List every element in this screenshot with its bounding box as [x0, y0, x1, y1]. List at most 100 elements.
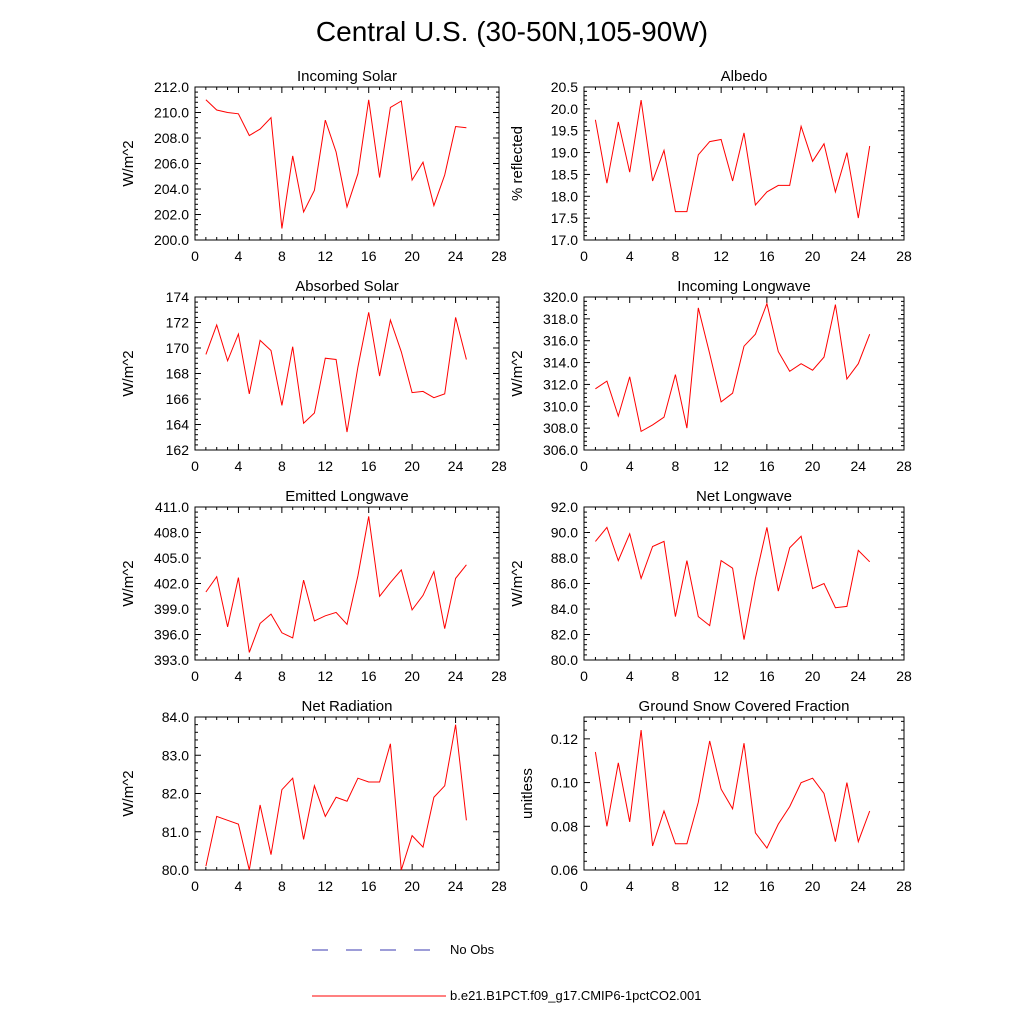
plot-frame: [583, 716, 905, 871]
x-tick-label: 28: [896, 248, 912, 264]
y-tick-label: 0.08: [551, 818, 578, 834]
series-line-incoming-solar: [205, 99, 467, 229]
y-tick-label: 308.0: [543, 420, 578, 436]
y-tick-label: 200.0: [154, 232, 189, 248]
y-axis-label: W/m^2: [120, 350, 137, 396]
series-line-net-longwave: [595, 526, 871, 640]
x-tick-label: 20: [805, 458, 821, 474]
series-line-emitted-longwave: [205, 516, 467, 653]
y-tick-label: 0.10: [551, 775, 578, 791]
panel-title: Net Longwave: [696, 488, 792, 505]
x-tick-label: 12: [317, 668, 333, 684]
panel-title: Net Radiation: [302, 698, 393, 715]
panel-net-longwave: Net Longwave 0 4 8 12 16 20 24 28 80.0 82.0 84.0 86.…: [509, 488, 912, 684]
panel-emitted-longwave: Emitted Longwave 0 4 8 12 16 20 24 28 393.0 396.0 3…: [120, 488, 507, 684]
y-axis-label: W/m^2: [509, 560, 526, 606]
x-tick-label: 4: [235, 458, 243, 474]
y-axis-label: W/m^2: [120, 560, 137, 606]
y-tick-label: 208.0: [154, 130, 189, 146]
x-tick-label: 12: [317, 878, 333, 894]
y-tick-label: 204.0: [154, 181, 189, 197]
panel-title: Ground Snow Covered Fraction: [639, 698, 850, 715]
x-tick-label: 0: [191, 458, 199, 474]
x-tick-label: 24: [448, 878, 464, 894]
x-tick-label: 8: [278, 878, 286, 894]
x-tick-label: 24: [850, 878, 866, 894]
x-tick-label: 28: [491, 248, 507, 264]
x-tick-label: 28: [491, 668, 507, 684]
y-tick-label: 84.0: [162, 709, 189, 725]
y-tick-label: 314.0: [543, 355, 578, 371]
series-line-ground-snow-covered-fraction: [594, 730, 871, 850]
y-tick-label: 18.5: [551, 166, 578, 182]
panel-title: Emitted Longwave: [285, 488, 408, 505]
x-tick-label: 8: [278, 248, 286, 264]
y-tick-label: 399.0: [154, 601, 189, 617]
x-tick-label: 8: [278, 458, 286, 474]
x-tick-label: 0: [191, 878, 199, 894]
series-line-absorbed-solar: [205, 312, 467, 433]
y-tick-label: 170: [166, 340, 190, 356]
x-tick-label: 12: [713, 248, 729, 264]
x-tick-label: 8: [672, 668, 680, 684]
y-tick-label: 168: [166, 366, 190, 382]
y-tick-label: 20.0: [551, 101, 578, 117]
x-tick-label: 16: [759, 878, 775, 894]
y-tick-label: 19.0: [551, 145, 578, 161]
y-tick-label: 396.0: [154, 627, 189, 643]
y-tick-label: 86.0: [551, 576, 578, 592]
x-tick-label: 28: [491, 878, 507, 894]
plot-frame: [583, 296, 905, 451]
figure-title: Central U.S. (30-50N,105-90W): [316, 16, 708, 47]
x-tick-label: 16: [759, 668, 775, 684]
x-tick-label: 20: [404, 458, 420, 474]
x-tick-label: 12: [713, 668, 729, 684]
x-tick-label: 12: [713, 458, 729, 474]
x-tick-label: 4: [626, 248, 634, 264]
y-tick-label: 310.0: [543, 398, 578, 414]
plot-frame: [194, 86, 500, 241]
panel-ground-snow-covered-fraction: Ground Snow Covered Fraction 0 4 8 12 16 20 24 2…: [519, 698, 912, 894]
y-tick-label: 411.0: [155, 499, 189, 515]
y-tick-label: 82.0: [162, 786, 189, 802]
x-tick-label: 16: [759, 248, 775, 264]
y-tick-label: 318.0: [543, 311, 578, 327]
y-tick-label: 206.0: [154, 156, 189, 172]
x-tick-label: 4: [235, 668, 243, 684]
y-tick-label: 212.0: [154, 79, 189, 95]
y-tick-label: 174: [166, 289, 190, 305]
y-tick-label: 90.0: [551, 525, 578, 541]
panel-net-radiation: Net Radiation 0 4 8 12 16 20 24 28 80.0 81.0 82.0 83…: [120, 698, 507, 894]
y-tick-label: 210.0: [154, 105, 189, 121]
x-tick-label: 8: [672, 878, 680, 894]
x-tick-label: 4: [235, 878, 243, 894]
x-tick-label: 0: [580, 458, 588, 474]
y-tick-label: 202.0: [154, 207, 189, 223]
y-tick-label: 162: [166, 442, 190, 458]
y-tick-label: 393.0: [154, 652, 189, 668]
y-tick-label: 80.0: [551, 652, 578, 668]
x-tick-label: 20: [404, 248, 420, 264]
panel-incoming-solar: Incoming Solar 0 4 8 12 16 20 24 28 200.0 202.0 204…: [120, 68, 507, 264]
series-line-net-radiation: [205, 724, 467, 871]
x-tick-label: 16: [759, 458, 775, 474]
plot-frame: [194, 506, 500, 661]
y-tick-label: 81.0: [162, 824, 189, 840]
y-tick-label: 82.0: [551, 627, 578, 643]
panel-title: Incoming Solar: [297, 68, 397, 85]
y-tick-label: 402.0: [154, 576, 189, 592]
y-tick-label: 0.06: [551, 862, 578, 878]
series-line-albedo: [594, 100, 871, 219]
y-tick-label: 166: [166, 391, 190, 407]
y-tick-label: 0.12: [551, 731, 578, 747]
x-tick-label: 20: [404, 878, 420, 894]
x-tick-label: 12: [317, 248, 333, 264]
x-tick-label: 12: [713, 878, 729, 894]
legend-label-no-obs: No Obs: [450, 942, 495, 957]
x-tick-label: 24: [850, 248, 866, 264]
panel-absorbed-solar: Absorbed Solar 0 4 8 12 16 20 24 28 162 164 166 168 1…: [120, 278, 507, 474]
y-tick-label: 20.5: [551, 79, 578, 95]
x-tick-label: 24: [448, 458, 464, 474]
plot-frame: [194, 296, 500, 451]
x-tick-label: 28: [896, 668, 912, 684]
